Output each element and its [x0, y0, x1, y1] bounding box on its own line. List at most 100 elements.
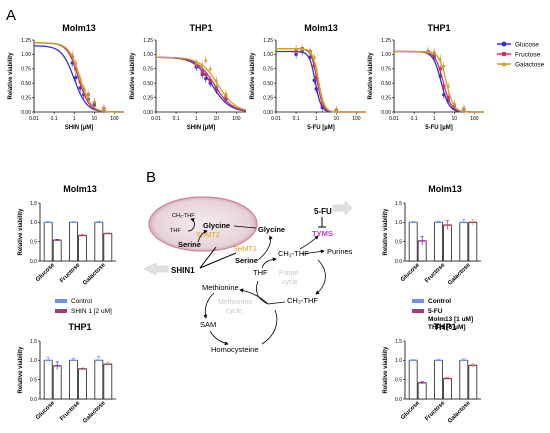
curve-line-fructose [394, 50, 484, 113]
y-tick-label: 0.75 [21, 67, 31, 73]
bar-chart-molm13-5fu: Molm13 0.0 0.5 1.0 1.5 Relative viability Gluc… [383, 184, 481, 287]
category-label: Fructose [59, 262, 82, 285]
y-tick-label: 1.25 [21, 38, 31, 44]
curve-title: THP1 [189, 23, 212, 33]
y-tick-label: 1.25 [381, 38, 391, 44]
y-tick-label: 1.0 [395, 220, 402, 226]
legend-fructose: Fructose [515, 52, 541, 59]
curve-title: Molm13 [62, 23, 96, 33]
purines-label: Purines [327, 247, 353, 256]
methionine-cycle-2: cycle [226, 308, 242, 315]
x-tick-label: 0.01 [29, 116, 39, 122]
y-tick-label: 1.25 [143, 38, 153, 44]
y-tick-label: 0.5 [395, 239, 402, 245]
bar-title: THP1 [433, 322, 456, 332]
category-label: Glucose [35, 400, 56, 421]
data-point [312, 64, 316, 68]
5fu-arrow [332, 200, 353, 216]
y-tick-label: 0.00 [381, 110, 391, 116]
y-tick-label: 0.00 [21, 110, 31, 116]
y-tick-label: 0.75 [381, 67, 391, 73]
legend-5fu-molm13: Molm13 [1 uM] [428, 316, 473, 323]
x-tick-label: 0.1 [51, 116, 58, 122]
thf-label: THF [253, 268, 268, 277]
y-axis-label: Relative viability [130, 52, 136, 100]
legend-control-shin: Control [71, 298, 93, 305]
bar-control [43, 359, 53, 400]
data-point [300, 46, 305, 51]
x-tick-label: 100 [470, 116, 479, 122]
category-label: Fructose [424, 262, 447, 285]
folate-cycle-2: cycle [282, 279, 298, 286]
x-tick-label: 0.01 [151, 116, 161, 122]
y-tick-label: 0.5 [395, 377, 402, 383]
shin1-label: SHIN1 [171, 266, 195, 275]
methionine-label: Methionine [202, 283, 239, 292]
y-tick-label: 1.00 [143, 52, 153, 58]
data-point [438, 57, 443, 61]
x-tick-label: 10 [92, 116, 98, 122]
data-point [200, 70, 204, 74]
bar-control [69, 221, 78, 262]
bar-treated [443, 378, 452, 400]
bar-treated [52, 365, 62, 400]
y-tick-label: 1.0 [30, 220, 37, 226]
y-tick-label: 0.50 [21, 81, 31, 87]
data-point [442, 93, 446, 97]
bar-chart-thp1-shin: THP1 0.0 0.5 1.0 1.5 Relative viability Glucos… [18, 322, 116, 425]
curve-title: THP1 [427, 23, 450, 33]
x-tick-label: 0.01 [271, 116, 281, 122]
data-point [314, 87, 318, 91]
bar-chart-molm13-shin: Molm13 0.0 0.5 1.0 1.5 Relative viability Gluc… [18, 184, 116, 287]
folate-cycle-1: Folate [279, 270, 299, 277]
homocysteine-label: Homocysteine [211, 345, 259, 354]
y-tick-label: 0.0 [30, 259, 37, 265]
y-axis-label: Relative viability [383, 208, 389, 256]
data-point [81, 85, 86, 90]
curve-legend: Glucose Fructose Galactose [497, 41, 545, 69]
y-tick-label: 1.5 [30, 201, 37, 207]
data-point [438, 67, 442, 71]
glycine-outer: Glycine [258, 225, 285, 234]
bar-control [94, 221, 104, 262]
bar-control [434, 221, 443, 262]
data-point [101, 106, 106, 111]
y-tick-label: 1.5 [395, 201, 402, 207]
x-tick-label: 0.1 [293, 116, 300, 122]
category-label: Glucose [400, 400, 421, 421]
y-tick-label: 0.50 [381, 81, 391, 87]
data-point [203, 58, 208, 62]
x-tick-label: 1 [315, 116, 318, 122]
data-point [441, 63, 446, 68]
data-point [70, 52, 75, 56]
y-tick-label: 0.5 [30, 377, 37, 383]
curve-title: Molm13 [304, 23, 338, 33]
y-tick-label: 1.00 [21, 52, 31, 58]
y-tick-label: 1.5 [30, 339, 37, 345]
bar-title: Molm13 [63, 184, 97, 194]
data-point [442, 84, 446, 88]
data-point [194, 61, 199, 65]
bar-control [408, 359, 418, 400]
y-tick-label: 0.75 [143, 67, 153, 73]
shmt2-label: SHMT2 [196, 232, 220, 239]
y-tick-label: 0.0 [30, 397, 37, 403]
y-tick-label: 1.25 [263, 38, 273, 44]
curve-line-fructose [33, 42, 124, 113]
legend-control-5fu: Control [428, 298, 451, 305]
y-tick-label: 0.50 [143, 81, 153, 87]
mitochondrion [148, 196, 258, 252]
methionine-cycle-1: Methionine [218, 299, 252, 306]
glycine-inner: Glycine [203, 221, 230, 230]
x-tick-label: 100 [110, 116, 119, 122]
bar-control [69, 359, 78, 400]
y-tick-label: 1.5 [395, 339, 402, 345]
x-axis-label: SHIN [µM] [65, 125, 93, 131]
data-point [74, 67, 78, 71]
bar-treated [468, 365, 478, 400]
x-axis-label: SHIN [µM] [187, 125, 215, 131]
y-axis-label: Relative viability [18, 208, 24, 256]
y-axis-label: Relative viability [383, 346, 389, 394]
y-tick-label: 0.25 [143, 95, 153, 101]
x-tick-label: 10 [214, 116, 220, 122]
